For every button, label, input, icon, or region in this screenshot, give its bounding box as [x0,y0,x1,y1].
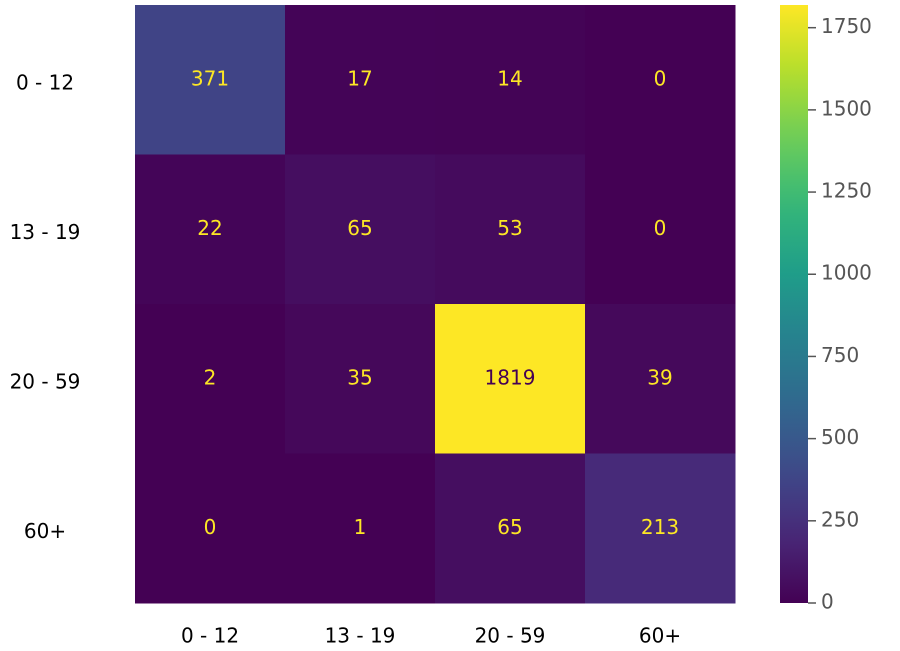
cell-value-label: 1 [354,515,367,539]
heatmap-cell [135,304,286,454]
y-tick-label: 0 - 12 [16,70,74,94]
y-tick-label: 60+ [24,519,66,543]
colorbar-tick-label: 1750 [821,14,872,38]
cell-value-label: 371 [191,66,229,90]
cell-value-label: 2 [204,365,217,389]
colorbar-tick-label: 1500 [821,96,872,120]
cell-value-label: 17 [347,66,372,90]
colorbar-tick-label: 1250 [821,179,872,203]
heatmap-cell [585,5,736,155]
cell-value-label: 65 [347,216,372,240]
x-tick-label: 20 - 59 [475,624,546,648]
heatmap-cell [585,304,736,454]
heatmap-cell [285,5,436,155]
heatmap-cell [585,154,736,305]
heatmap-cell [135,5,286,155]
heatmap-cell [285,453,436,604]
cell-value-label: 213 [641,515,679,539]
heatmap-cell [285,154,436,305]
cell-value-label: 0 [204,515,217,539]
cell-value-label: 39 [647,365,672,389]
colorbar [780,5,808,603]
heatmap-cell [135,453,286,604]
colorbar-tick-label: 1000 [821,261,872,285]
colorbar-tick-label: 750 [821,343,859,367]
cell-value-label: 65 [497,515,522,539]
heatmap-cell [585,453,736,604]
heatmap-cell [435,453,586,604]
cell-value-label: 14 [497,66,522,90]
x-tick-label: 0 - 12 [181,624,239,648]
heatmap-cell [435,5,586,155]
y-tick-label: 13 - 19 [10,220,81,244]
cell-value-label: 35 [347,365,372,389]
cell-value-label: 53 [497,216,522,240]
heatmap-cell [435,304,586,454]
cell-value-label: 22 [197,216,222,240]
heatmap-cell [135,154,286,305]
y-tick-label: 20 - 59 [10,369,81,393]
colorbar-tick-label: 500 [821,425,859,449]
heatmap-cell [435,154,586,305]
x-tick-label: 60+ [639,624,681,648]
colorbar-tick-label: 250 [821,507,859,531]
colorbar-tick-label: 0 [821,590,834,614]
cell-value-label: 0 [654,66,667,90]
heatmap-cell [285,304,436,454]
cell-value-label: 0 [654,216,667,240]
cell-value-label: 1819 [485,365,536,389]
x-tick-label: 13 - 19 [325,624,396,648]
